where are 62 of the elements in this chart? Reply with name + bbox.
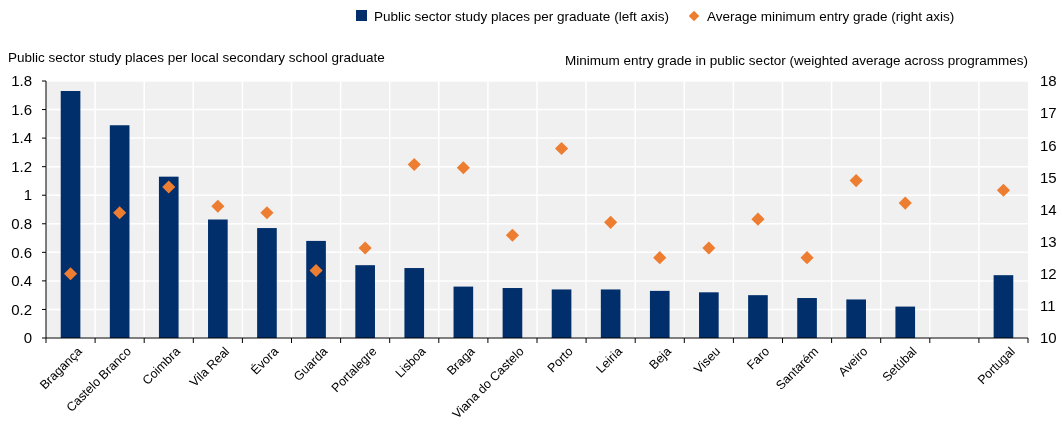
bar bbox=[600, 289, 621, 338]
y-tick-label: 1.4 bbox=[11, 129, 32, 147]
y2-tick-label: 11 bbox=[1040, 297, 1056, 315]
point bbox=[162, 180, 176, 194]
y-tick-label: 0.4 bbox=[11, 272, 32, 290]
y-tick-label: 1 bbox=[23, 186, 32, 204]
y2-tick-label: 10 bbox=[1040, 329, 1057, 347]
y2-axis-title: Minimum entry grade in public sector (weighted average across programmes) bbox=[565, 53, 1028, 68]
bar bbox=[158, 176, 179, 338]
point bbox=[849, 174, 863, 188]
bar bbox=[649, 290, 670, 338]
bar bbox=[551, 289, 572, 338]
y2-tick-label: 16 bbox=[1040, 136, 1057, 154]
point bbox=[211, 199, 225, 213]
y-tick-label: 0.2 bbox=[11, 300, 32, 318]
point bbox=[407, 157, 421, 172]
point bbox=[456, 161, 470, 175]
bar bbox=[404, 268, 425, 338]
point bbox=[653, 251, 667, 265]
bar bbox=[895, 306, 916, 338]
y-axis-title: Public sector study places per local secondary school graduate bbox=[8, 50, 385, 65]
point bbox=[260, 206, 274, 220]
y-tick-label: 0 bbox=[23, 329, 32, 347]
y-tick-label: 1.2 bbox=[11, 157, 32, 175]
y2-tick-label: 18 bbox=[1040, 72, 1057, 90]
bar bbox=[60, 90, 81, 338]
x-tick-label: Beja bbox=[646, 344, 675, 373]
point bbox=[800, 251, 814, 265]
y2-tick-label: 13 bbox=[1040, 232, 1057, 250]
point bbox=[702, 241, 716, 255]
bar bbox=[846, 299, 866, 338]
bar bbox=[257, 228, 277, 338]
y2-tick-label: 15 bbox=[1040, 168, 1057, 186]
point bbox=[505, 228, 520, 242]
y-tick-label: 1.6 bbox=[11, 100, 32, 118]
bar bbox=[355, 265, 375, 338]
bar bbox=[453, 286, 474, 338]
point bbox=[63, 267, 78, 281]
bar bbox=[993, 275, 1014, 338]
point bbox=[113, 206, 127, 220]
y2-tick-label: 12 bbox=[1040, 265, 1057, 282]
point bbox=[358, 241, 372, 255]
y2-tick-label: 17 bbox=[1040, 104, 1057, 122]
point bbox=[751, 212, 765, 226]
bar bbox=[748, 295, 768, 338]
y-tick-label: 0.8 bbox=[11, 215, 32, 233]
bar bbox=[502, 288, 523, 338]
legend-label: Average minimum entry grade (right axis) bbox=[707, 8, 955, 24]
bar bbox=[306, 240, 326, 338]
bar bbox=[797, 298, 817, 338]
point bbox=[309, 263, 323, 278]
point bbox=[996, 183, 1011, 197]
y2-tick-label: 14 bbox=[1040, 200, 1057, 218]
legend-label: Public sector study places per graduate (left axis) bbox=[374, 8, 669, 24]
point bbox=[554, 141, 569, 156]
point bbox=[898, 196, 912, 210]
bar bbox=[208, 219, 228, 338]
point bbox=[604, 215, 618, 229]
bar bbox=[699, 292, 719, 338]
y-tick-label: 0.6 bbox=[11, 243, 32, 261]
bar bbox=[109, 125, 130, 338]
y-tick-label: 1.8 bbox=[11, 72, 32, 90]
